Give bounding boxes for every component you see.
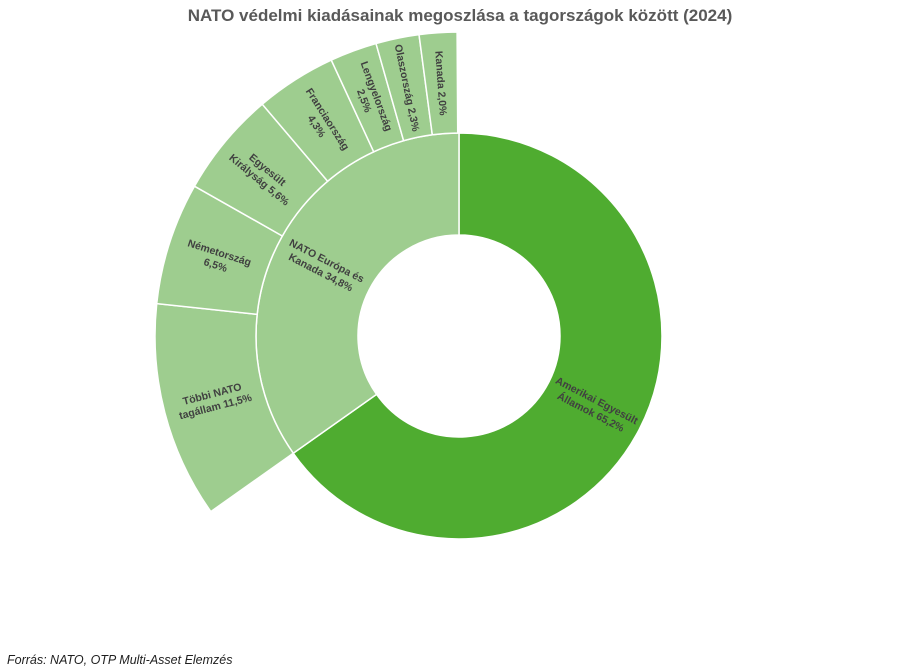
chart-title: NATO védelmi kiadásainak megoszlása a ta… bbox=[187, 6, 733, 25]
outer-label-kanada: Kanada 2,0% bbox=[432, 50, 448, 116]
inner-segment-amerikai-egyesult-allamok bbox=[292, 132, 663, 540]
outer-segment-kanada bbox=[418, 31, 459, 136]
source-note: Forrás: NATO, OTP Multi-Asset Elemzés bbox=[7, 653, 233, 667]
